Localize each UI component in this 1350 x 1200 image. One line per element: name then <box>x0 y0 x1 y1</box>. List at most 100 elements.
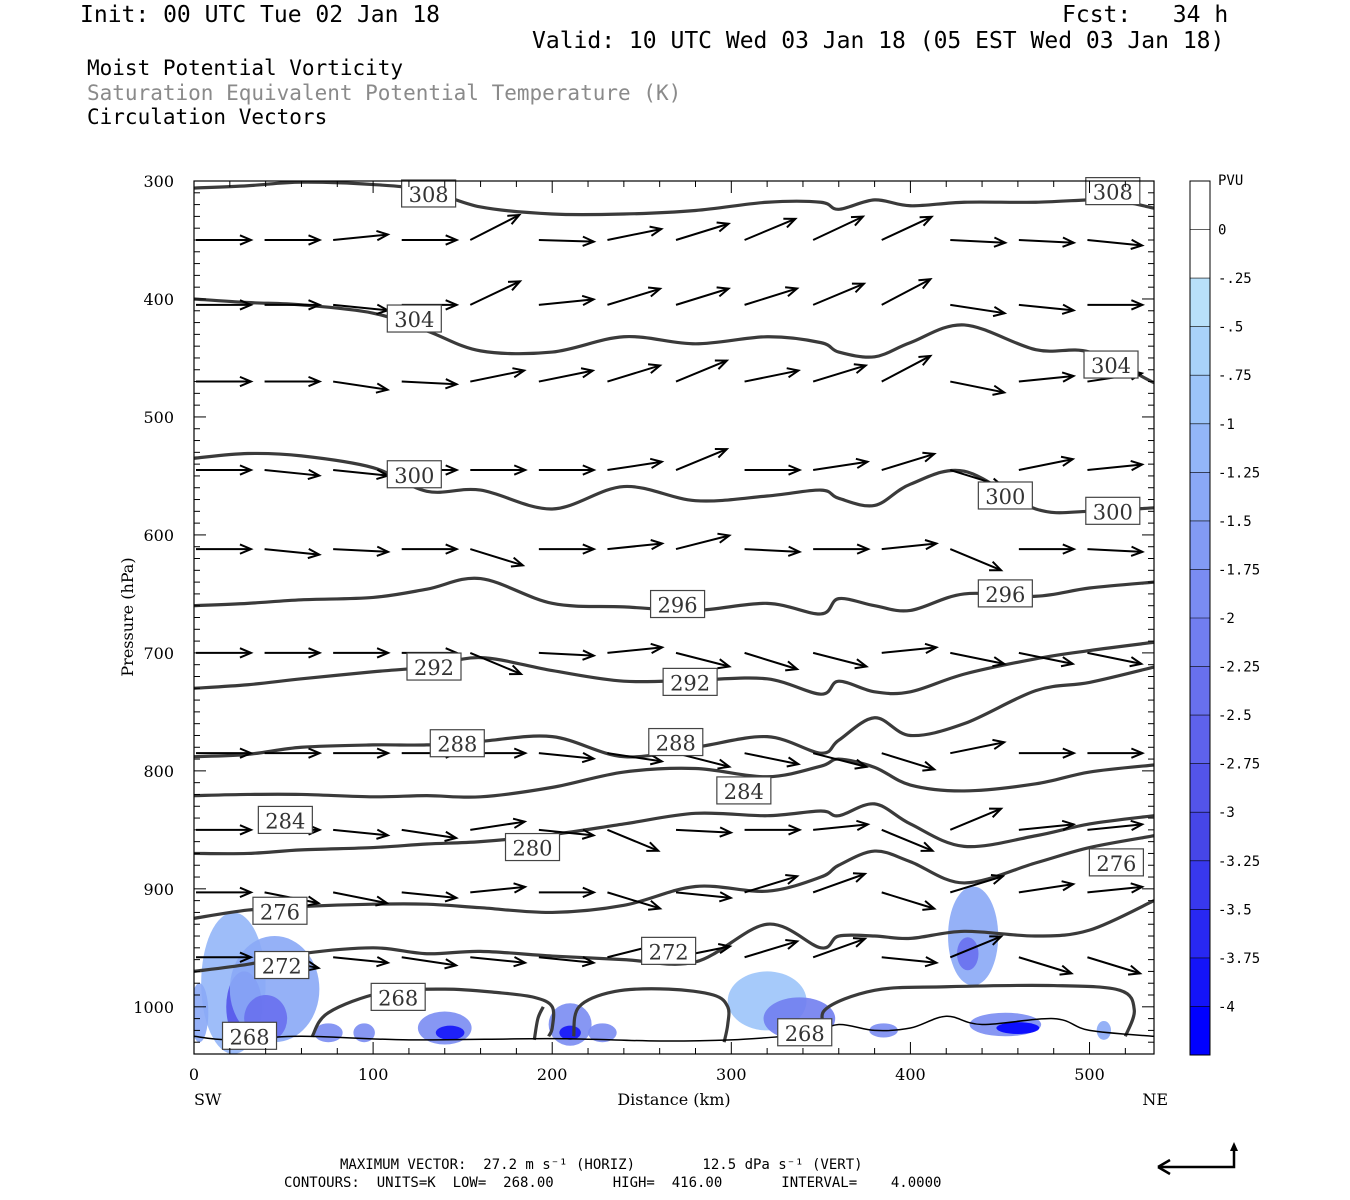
vector-arrow <box>333 828 391 840</box>
vector-arrow <box>607 457 665 472</box>
vector-arrow <box>949 548 1004 572</box>
vector-arrow <box>196 824 254 836</box>
colorbar-tick-label: -3.75 <box>1218 951 1260 967</box>
vector-arrow <box>264 747 323 759</box>
vector-arrow <box>812 872 868 894</box>
vector-arrow <box>812 937 868 959</box>
x-tick-label: 0 <box>189 1065 199 1084</box>
colorbar-swatch <box>1190 326 1210 376</box>
vector-arrow <box>196 234 254 246</box>
x-tick-label: 200 <box>537 1065 568 1084</box>
vector-arrow <box>1018 956 1074 976</box>
contour-label-text: 304 <box>1091 354 1131 378</box>
colorbar-swatch <box>1190 472 1210 521</box>
colorbar-tick-label: -2 <box>1218 611 1235 627</box>
vector-arrow <box>675 447 730 471</box>
vector-arrow <box>1018 880 1076 894</box>
vector-arrow <box>744 464 803 476</box>
vector-arrow <box>1087 882 1145 894</box>
contour-label: 296 <box>977 579 1033 608</box>
vector-arrow <box>401 891 459 903</box>
colorbar-tick-label: -4 <box>1218 999 1235 1015</box>
colorbar-tick-label: -.25 <box>1218 271 1252 287</box>
colorbar-swatch <box>1190 375 1210 424</box>
contour-280 <box>194 802 1154 856</box>
vector-arrow <box>264 375 323 388</box>
contour-308 <box>194 181 1154 217</box>
pv-region-10 <box>559 1025 581 1040</box>
colorbar-tick-label: -1 <box>1218 417 1235 433</box>
contour-276 <box>194 834 1154 920</box>
vector-arrow <box>538 464 597 476</box>
vector-arrow <box>1087 545 1145 557</box>
vector-arrow <box>607 642 665 655</box>
contour-label: 276 <box>252 896 308 925</box>
contour-label-text: 296 <box>658 594 698 618</box>
vector-arrow <box>196 375 254 388</box>
pv-region-4 <box>194 983 209 1043</box>
vector-arrow <box>675 826 734 838</box>
colorbar-swatch <box>1190 181 1210 230</box>
vector-arrow <box>264 647 323 659</box>
contour-label: 268 <box>370 982 426 1011</box>
x-axis-title: Distance (km) <box>617 1090 730 1109</box>
vector-arrow <box>950 303 1008 318</box>
vector-arrow <box>470 817 528 831</box>
vector-arrow <box>332 891 390 907</box>
field-title-thetaes: Saturation Equivalent Potential Temperat… <box>87 81 682 105</box>
vector-arrow <box>607 225 664 241</box>
reference-vector-icon <box>1157 1142 1238 1176</box>
vector-arrow <box>1018 303 1077 315</box>
vector-arrow <box>538 828 597 840</box>
vector-arrow <box>950 651 1007 668</box>
vector-arrow <box>401 234 460 246</box>
contour-label: 308 <box>1085 177 1141 206</box>
vector-arrow <box>401 378 460 390</box>
vector-arrow <box>333 956 391 968</box>
vector-arrow <box>1087 238 1145 250</box>
vector-arrow <box>196 464 254 476</box>
init-time: Init: 00 UTC Tue 02 Jan 18 <box>80 2 441 28</box>
contour-label: 276 <box>1088 848 1144 877</box>
contour-label-text: 296 <box>985 583 1025 607</box>
vector-arrow <box>1018 236 1077 248</box>
vector-arrow <box>538 886 597 898</box>
colorbar-tick-label: -2.75 <box>1218 757 1260 773</box>
colorbar-tick-label: 0 <box>1218 223 1226 239</box>
contour-label-text: 292 <box>670 671 710 695</box>
vector-arrow <box>1087 299 1145 311</box>
max-vector-note: MAXIMUM VECTOR: 27.2 m s⁻¹ (HORIZ) 12.5 … <box>340 1157 863 1173</box>
vector-arrow <box>950 236 1008 248</box>
contour-info-note: CONTOURS: UNITS=K LOW= 268.00 HIGH= 416.… <box>284 1175 942 1191</box>
contour-label-text: 272 <box>262 955 302 979</box>
vector-arrow <box>333 747 391 759</box>
vector-arrow <box>675 221 731 241</box>
x-left-label: SW <box>194 1090 222 1109</box>
contour-label: 272 <box>641 936 697 965</box>
vector-arrow <box>333 545 391 557</box>
contour-300 <box>194 451 1154 515</box>
vector-arrow <box>881 752 937 772</box>
colorbar-tick-label: -3 <box>1218 805 1235 821</box>
vector-arrow <box>470 367 527 383</box>
vector-arrow <box>881 642 939 655</box>
contour-label-text: 288 <box>656 732 696 756</box>
vector-arrow <box>1018 819 1077 831</box>
contour-label: 304 <box>386 304 442 333</box>
vector-arrow <box>675 286 731 306</box>
contour-label: 268 <box>221 1021 278 1050</box>
vector-arrow <box>607 363 663 383</box>
contour-label-text: 284 <box>724 780 764 804</box>
y-axis-title: Pressure (hPa) <box>118 557 137 676</box>
field-title-mpv: Moist Potential Vorticity <box>87 56 404 80</box>
vector-arrow <box>607 286 663 306</box>
vector-arrow <box>881 354 933 383</box>
colorbar-swatch <box>1190 278 1210 327</box>
vector-arrow <box>401 956 459 970</box>
colorbar-tick-label: -2.5 <box>1218 708 1252 724</box>
contour-label-text: 280 <box>512 837 552 861</box>
contour-268-2 <box>572 987 731 1043</box>
vector-arrow <box>881 891 937 911</box>
colorbar-swatch <box>1190 909 1210 958</box>
contour-292 <box>194 640 1154 696</box>
